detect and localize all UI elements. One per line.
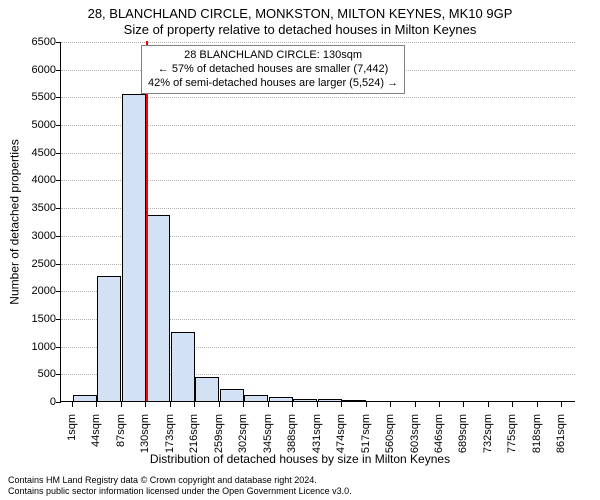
ytick-label: 500 xyxy=(16,368,56,380)
xtick-mark xyxy=(537,402,538,407)
ytick-mark xyxy=(56,180,61,181)
y-axis-label-text: Number of detached properties xyxy=(8,139,22,304)
histogram-bar xyxy=(73,395,97,401)
xtick-mark xyxy=(317,402,318,407)
legend-line3: 42% of semi-detached houses are larger (… xyxy=(148,77,398,91)
xtick-mark xyxy=(561,402,562,407)
histogram-bar xyxy=(318,399,342,401)
reference-line xyxy=(146,41,148,401)
ytick-mark xyxy=(56,347,61,348)
xtick-mark xyxy=(170,402,171,407)
xtick-mark xyxy=(463,402,464,407)
legend-line2: ← 57% of detached houses are smaller (7,… xyxy=(148,63,398,77)
xtick-mark xyxy=(96,402,97,407)
x-axis-label: Distribution of detached houses by size … xyxy=(0,452,600,466)
ytick-label: 2500 xyxy=(16,258,56,270)
histogram-bar xyxy=(97,276,121,401)
ytick-label: 5000 xyxy=(16,119,56,131)
legend-line1: 28 BLANCHLAND CIRCLE: 130sqm xyxy=(148,49,398,63)
ytick-mark xyxy=(56,236,61,237)
xtick-mark xyxy=(243,402,244,407)
legend-box: 28 BLANCHLAND CIRCLE: 130sqm ← 57% of de… xyxy=(141,45,405,94)
xtick-mark xyxy=(488,402,489,407)
ytick-label: 1000 xyxy=(16,341,56,353)
histogram-bar xyxy=(220,389,244,401)
ytick-label: 4500 xyxy=(16,147,56,159)
ytick-label: 2000 xyxy=(16,285,56,297)
xtick-mark xyxy=(194,402,195,407)
histogram-bar xyxy=(146,215,170,401)
histogram-bar xyxy=(293,399,317,401)
ytick-mark xyxy=(56,264,61,265)
xtick-mark xyxy=(439,402,440,407)
xtick-mark xyxy=(145,402,146,407)
ytick-mark xyxy=(56,42,61,43)
attribution-footer: Contains HM Land Registry data © Crown c… xyxy=(8,475,352,496)
chart-title: Size of property relative to detached ho… xyxy=(0,22,600,37)
xtick-mark xyxy=(390,402,391,407)
xtick-mark xyxy=(219,402,220,407)
plot-area: 28 BLANCHLAND CIRCLE: 130sqm ← 57% of de… xyxy=(60,42,575,402)
xtick-mark xyxy=(292,402,293,407)
ytick-mark xyxy=(56,125,61,126)
figure: 28, BLANCHLAND CIRCLE, MONKSTON, MILTON … xyxy=(0,0,600,500)
ytick-label: 6500 xyxy=(16,36,56,48)
ytick-label: 3000 xyxy=(16,230,56,242)
ytick-label: 6000 xyxy=(16,64,56,76)
footer-line2: Contains public sector information licen… xyxy=(8,486,352,496)
ytick-label: 4000 xyxy=(16,174,56,186)
xtick-mark xyxy=(268,402,269,407)
ytick-label: 0 xyxy=(16,396,56,408)
histogram-bar xyxy=(171,332,195,401)
ytick-mark xyxy=(56,208,61,209)
chart-supertitle: 28, BLANCHLAND CIRCLE, MONKSTON, MILTON … xyxy=(0,6,600,21)
ytick-label: 5500 xyxy=(16,91,56,103)
ytick-mark xyxy=(56,319,61,320)
xtick-mark xyxy=(341,402,342,407)
xtick-mark xyxy=(121,402,122,407)
histogram-bar xyxy=(244,395,268,401)
histogram-bar xyxy=(269,397,293,401)
xtick-mark xyxy=(366,402,367,407)
ytick-mark xyxy=(56,70,61,71)
ytick-label: 3500 xyxy=(16,202,56,214)
ytick-mark xyxy=(56,97,61,98)
ytick-mark xyxy=(56,402,61,403)
gridline-h xyxy=(61,42,575,43)
xtick-mark xyxy=(72,402,73,407)
histogram-bar xyxy=(342,400,366,401)
ytick-label: 1500 xyxy=(16,313,56,325)
xtick-mark xyxy=(415,402,416,407)
histogram-bar xyxy=(122,94,146,401)
histogram-bar xyxy=(195,377,219,401)
ytick-mark xyxy=(56,291,61,292)
ytick-mark xyxy=(56,374,61,375)
xtick-mark xyxy=(512,402,513,407)
footer-line1: Contains HM Land Registry data © Crown c… xyxy=(8,475,352,485)
ytick-mark xyxy=(56,153,61,154)
